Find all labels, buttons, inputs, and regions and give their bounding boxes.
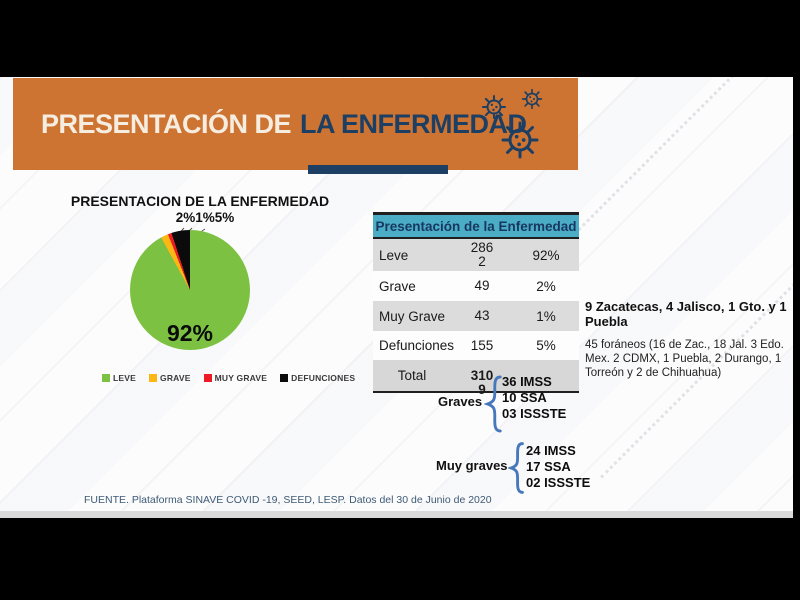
muy-graves-label: Muy graves bbox=[436, 458, 508, 473]
table-row: Grave 49 2% bbox=[373, 271, 579, 301]
legend-label: DEFUNCIONES bbox=[291, 373, 356, 383]
foraneos-note: 45 foráneos (16 de Zac., 18 Jal. 3 Edo. … bbox=[585, 338, 784, 380]
row-value: 49 bbox=[451, 279, 513, 293]
legend-swatch-muy-grave bbox=[203, 374, 212, 382]
virus-icon bbox=[501, 121, 539, 159]
legend-swatch-grave bbox=[149, 374, 158, 382]
slide-bottom-edge bbox=[0, 511, 793, 518]
row-label: Grave bbox=[379, 278, 416, 294]
legend-item: DEFUNCIONES bbox=[280, 373, 355, 383]
graves-brace bbox=[484, 375, 502, 433]
chart-legend: LEVE GRAVE MUY GRAVE DEFUNCIONES bbox=[102, 373, 355, 383]
pie-small-slices-label: 2%1%5% bbox=[175, 210, 235, 225]
graves-label: Graves bbox=[438, 394, 483, 409]
table-title: Presentación de la Enfermedad bbox=[373, 215, 579, 239]
row-value-line: 286 bbox=[470, 240, 494, 255]
annotation-block: 9 Zacatecas, 4 Jalisco, 1 Gto. y 1 Puebl… bbox=[585, 299, 791, 380]
row-value-line: 9 bbox=[478, 381, 486, 397]
banner-underline-bar bbox=[308, 165, 448, 174]
row-percent: 92% bbox=[532, 247, 560, 263]
virus-icon bbox=[481, 94, 507, 120]
graves-item: 36 IMSS bbox=[502, 374, 552, 389]
page-title: PRESENTACIÓN DE LA ENFERMEDAD bbox=[41, 78, 527, 170]
muy-graves-items: 24 IMSS 17 SSA 02 ISSSTE bbox=[526, 443, 590, 491]
pie-large-slice-label: 92% bbox=[166, 320, 214, 346]
legend-label: MUY GRAVE bbox=[214, 373, 268, 383]
table-row: Leve 286 2 92% bbox=[373, 239, 579, 271]
header-banner: PRESENTACIÓN DE LA ENFERMEDAD bbox=[13, 78, 578, 170]
page-title-prefix: PRESENTACIÓN DE bbox=[41, 108, 292, 139]
row-value-line: 310 bbox=[470, 367, 494, 383]
row-label: Leve bbox=[379, 247, 409, 263]
legend-label: LEVE bbox=[113, 373, 137, 383]
row-value: 286 2 bbox=[451, 241, 513, 269]
legend-item: MUY GRAVE bbox=[203, 373, 268, 383]
row-value: 310 9 bbox=[451, 367, 513, 397]
row-label: Total bbox=[397, 368, 427, 383]
states-summary: 9 Zacatecas, 4 Jalisco, 1 Gto. y 1 Puebl… bbox=[585, 299, 787, 330]
pie bbox=[130, 230, 250, 350]
muy-graves-brace bbox=[508, 442, 524, 494]
source-note: FUENTE. Plataforma SINAVE COVID -19, SEE… bbox=[84, 494, 492, 506]
legend-item: LEVE bbox=[102, 373, 136, 383]
row-value-line: 155 bbox=[470, 337, 494, 353]
row-percent: 2% bbox=[536, 278, 556, 294]
row-label: Muy Grave bbox=[379, 308, 446, 324]
muy-graves-item: 17 SSA bbox=[526, 459, 571, 474]
legend-swatch-leve bbox=[102, 374, 110, 382]
legend-label: GRAVE bbox=[160, 373, 191, 383]
graves-item: 10 SSA bbox=[502, 390, 547, 405]
row-percent: 5% bbox=[536, 338, 556, 353]
chart-title: PRESENTACION DE LA ENFERMEDAD bbox=[70, 193, 330, 209]
row-value-line: 43 bbox=[474, 308, 490, 323]
row-value-line: 49 bbox=[474, 278, 490, 293]
row-value: 155 bbox=[451, 337, 513, 353]
muy-graves-item: 24 IMSS bbox=[526, 443, 576, 458]
data-table: Presentación de la Enfermedad Leve 286 2… bbox=[373, 212, 579, 396]
row-value-line: 2 bbox=[478, 254, 486, 269]
slide: PRESENTACIÓN DE LA ENFERMEDAD bbox=[0, 77, 793, 518]
page-title-emphasis: LA ENFERMEDAD bbox=[300, 108, 527, 139]
muy-graves-item: 02 ISSSTE bbox=[526, 475, 591, 490]
row-label: Defunciones bbox=[379, 338, 455, 353]
decor-dotted-line bbox=[557, 77, 743, 252]
table-row-total: Total 310 9 bbox=[373, 360, 579, 396]
row-percent: 1% bbox=[536, 308, 556, 324]
table-row: Defunciones 155 5% bbox=[373, 331, 579, 360]
legend-swatch-defunciones bbox=[280, 374, 289, 382]
virus-icon bbox=[521, 88, 543, 110]
graves-item: 03 ISSSTE bbox=[502, 406, 567, 421]
row-value: 43 bbox=[451, 309, 513, 323]
graves-items: 36 IMSS 10 SSA 03 ISSSTE bbox=[502, 374, 566, 422]
table-row: Muy Grave 43 1% bbox=[373, 301, 579, 331]
legend-item: GRAVE bbox=[149, 373, 191, 383]
